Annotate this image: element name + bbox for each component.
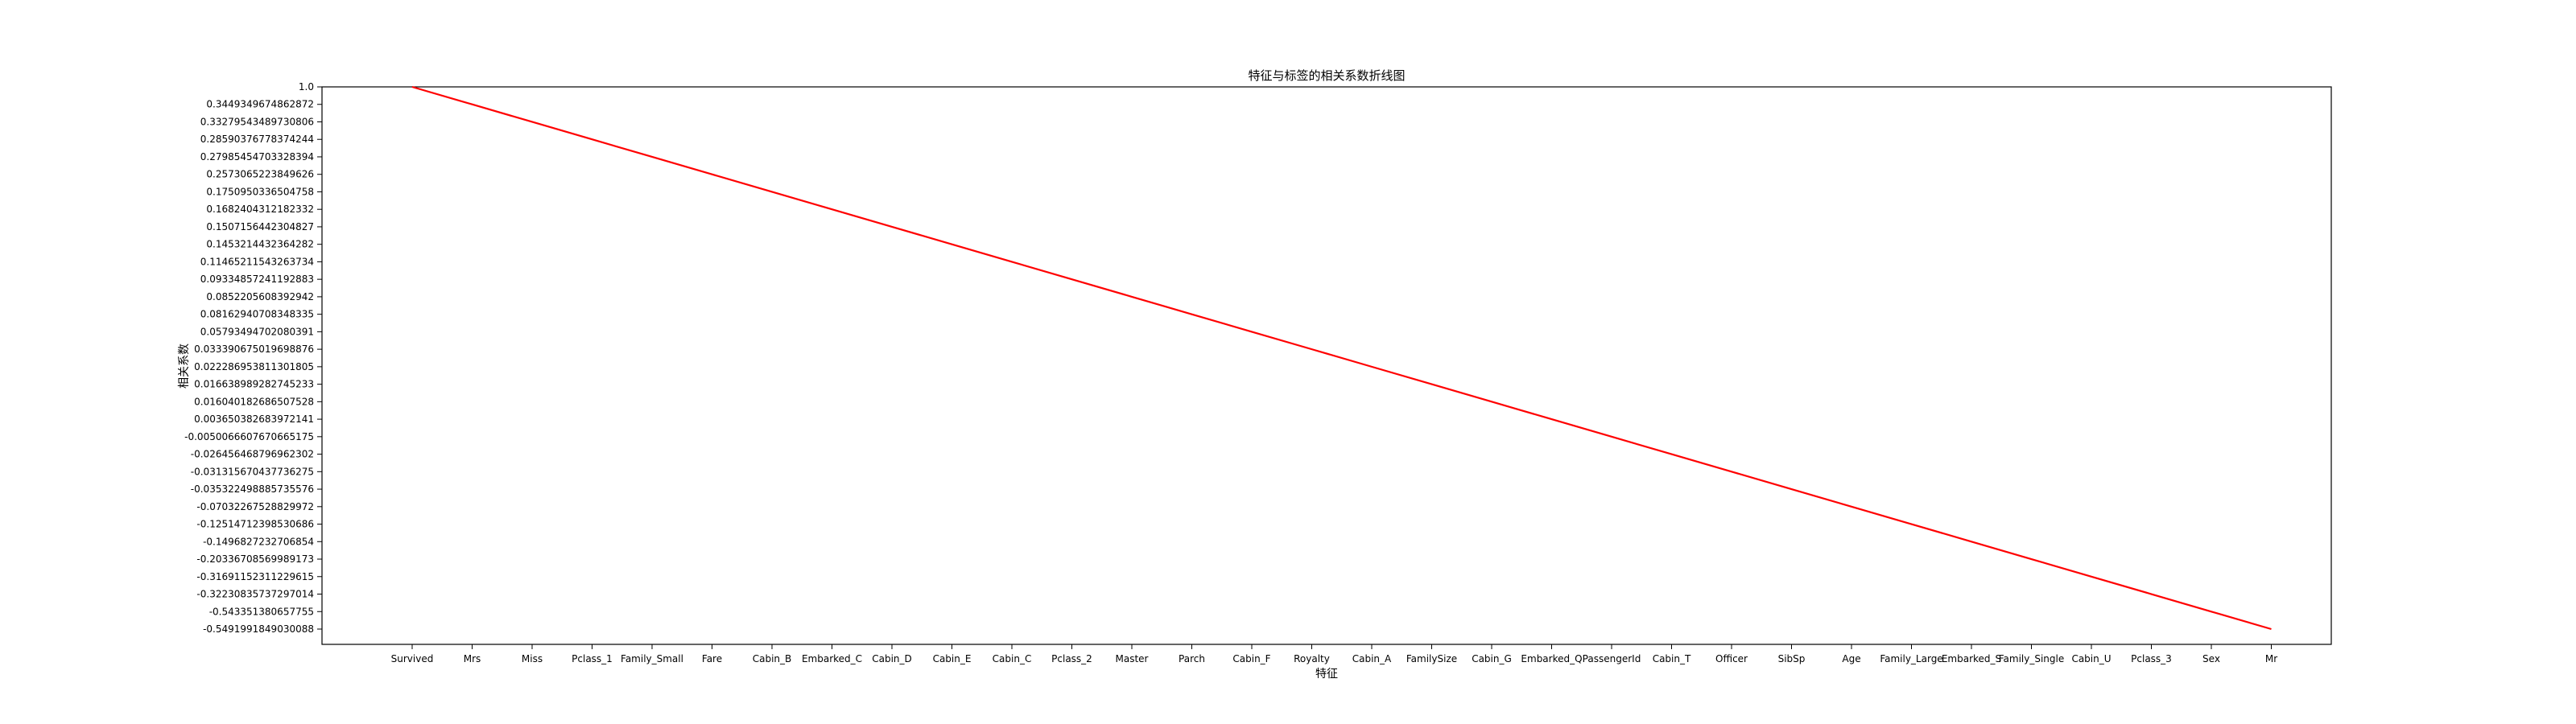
y-tick-label: 0.33279543489730806 xyxy=(200,116,314,127)
x-tick-label: Family_Large xyxy=(1880,653,1942,664)
x-tick-label: Mrs xyxy=(464,653,481,664)
x-tick-label: Family_Small xyxy=(621,653,683,664)
x-tick-label: Embarked_Q xyxy=(1521,653,1582,664)
series-line xyxy=(411,85,2272,631)
y-tick-label: 0.3449349674862872 xyxy=(206,99,314,110)
x-tick-label: Parch xyxy=(1179,653,1205,664)
x-tick-label: Mr xyxy=(2265,653,2277,664)
x-tick-label: Cabin_B xyxy=(753,653,792,664)
y-tick-label: -0.543351380657755 xyxy=(209,606,314,617)
x-tick-label: Pclass_3 xyxy=(2131,653,2172,664)
y-tick-label: 0.11465211543263734 xyxy=(200,256,314,267)
y-tick-label: -0.31691152311229615 xyxy=(196,571,314,582)
y-tick-label: 0.1750950336504758 xyxy=(206,186,314,197)
x-tick-label: PassengerId xyxy=(1583,653,1641,664)
x-tick-label: Sex xyxy=(2202,653,2220,664)
x-tick-label: Age xyxy=(1842,653,1860,664)
y-tick-label: 0.016638989282745233 xyxy=(194,379,314,390)
x-axis-label: 特征 xyxy=(1315,668,1338,681)
x-tick-label: Cabin_T xyxy=(1653,653,1691,664)
y-tick-label: -0.12514712398530686 xyxy=(196,519,314,530)
y-tick-label: 0.1453214432364282 xyxy=(206,239,314,250)
x-tick-label: Officer xyxy=(1715,653,1748,664)
y-tick-label: 0.09334857241192883 xyxy=(200,274,314,285)
y-tick-label: 0.27985454703328394 xyxy=(200,151,314,162)
x-tick-label: Survived xyxy=(391,653,434,664)
x-tick-label: Miss xyxy=(522,653,543,664)
y-tick-label: 0.05793494702080391 xyxy=(200,326,314,337)
x-tick-label: Cabin_F xyxy=(1232,653,1270,664)
x-tick-label: Cabin_G xyxy=(1472,653,1512,664)
y-tick-label: -0.0050066607670665175 xyxy=(184,431,314,442)
y-tick-label: 0.022286953811301805 xyxy=(194,361,314,372)
y-tick-label: 0.003650382683972141 xyxy=(194,413,314,425)
x-tick-label: Cabin_E xyxy=(933,653,972,664)
x-tick-label: SibSp xyxy=(1778,653,1806,664)
y-tick-label: 0.1507156442304827 xyxy=(206,221,314,232)
y-tick-label: -0.20336708569989173 xyxy=(196,553,314,565)
y-tick-label: -0.035322498885735576 xyxy=(191,483,314,495)
y-tick-label: -0.026456468796962302 xyxy=(191,449,314,460)
y-tick-label: -0.5491991849030088 xyxy=(203,623,314,635)
y-tick-label: 0.08162940708348335 xyxy=(200,309,314,320)
x-tick-label: Royalty xyxy=(1294,653,1330,664)
y-tick-label: -0.32230835737297014 xyxy=(196,589,314,600)
y-tick-label: -0.07032267528829972 xyxy=(196,501,314,512)
x-tick-label: Pclass_1 xyxy=(572,653,613,664)
x-tick-label: Cabin_A xyxy=(1352,653,1392,664)
x-tick-label: Pclass_2 xyxy=(1051,653,1092,664)
x-tick-label: Cabin_U xyxy=(2071,653,2111,664)
y-tick-label: -0.1496827232706854 xyxy=(203,536,314,547)
y-tick-label: 0.2573065223849626 xyxy=(206,169,314,180)
y-tick-label: 0.033390675019698876 xyxy=(194,343,314,355)
y-tick-label: 1.0 xyxy=(299,81,314,93)
y-axis-label: 相关系数 xyxy=(178,343,191,389)
x-tick-label: Embarked_S xyxy=(1942,653,2001,664)
x-tick-label: Fare xyxy=(702,653,722,664)
y-axis: 1.0 0.3449349674862872 0.33279543489730806… xyxy=(184,81,322,635)
series-group xyxy=(411,85,2272,631)
x-tick-label: Cabin_C xyxy=(993,653,1032,664)
x-tick-label: Family_Single xyxy=(1999,653,2065,664)
y-tick-label: -0.031315670437736275 xyxy=(191,466,314,477)
y-tick-label: 0.28590376778374244 xyxy=(200,134,314,145)
x-axis: Survived Mrs Miss Pclass_1 Family_Small Fare C… xyxy=(391,644,2277,664)
y-tick-label: 0.016040182686507528 xyxy=(194,396,314,407)
x-tick-label: Cabin_D xyxy=(872,653,912,664)
y-tick-label: 0.0852205608392942 xyxy=(206,291,314,302)
plot-area-frame xyxy=(321,86,2332,645)
y-tick-label: 0.1682404312182332 xyxy=(206,204,314,215)
x-tick-label: Embarked_C xyxy=(802,653,862,664)
x-tick-label: FamilySize xyxy=(1406,653,1457,664)
x-tick-label: Master xyxy=(1116,653,1149,664)
chart-title: 特征与标签的相关系数折线图 xyxy=(1248,68,1405,83)
